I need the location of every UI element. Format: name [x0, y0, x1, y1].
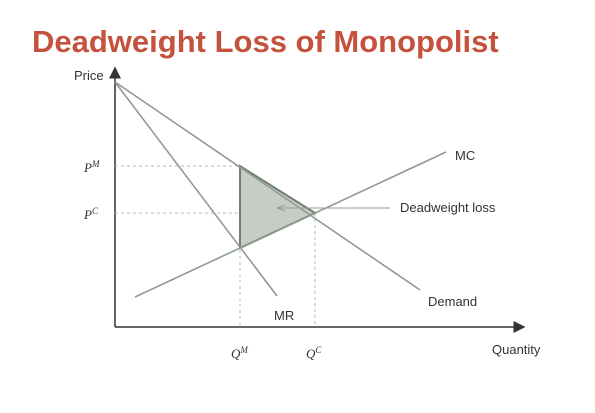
annotation: Deadweight loss — [400, 200, 496, 215]
title: Deadweight Loss of Monopolist — [32, 24, 499, 59]
y-axis-label: Price — [74, 68, 104, 83]
curve-label: MR — [274, 308, 294, 323]
quantity-label: QM — [231, 345, 248, 361]
price-label: PM — [83, 159, 100, 175]
price-label: PC — [83, 206, 99, 222]
x-axis-label: Quantity — [492, 342, 541, 357]
quantity-label: QC — [306, 345, 322, 361]
mr-curve — [114, 81, 278, 297]
deadweight-area — [239, 164, 318, 250]
curve-label: Demand — [428, 294, 477, 309]
mc-curve — [134, 151, 447, 298]
demand-curve — [114, 81, 421, 291]
curve-label: MC — [455, 148, 475, 163]
